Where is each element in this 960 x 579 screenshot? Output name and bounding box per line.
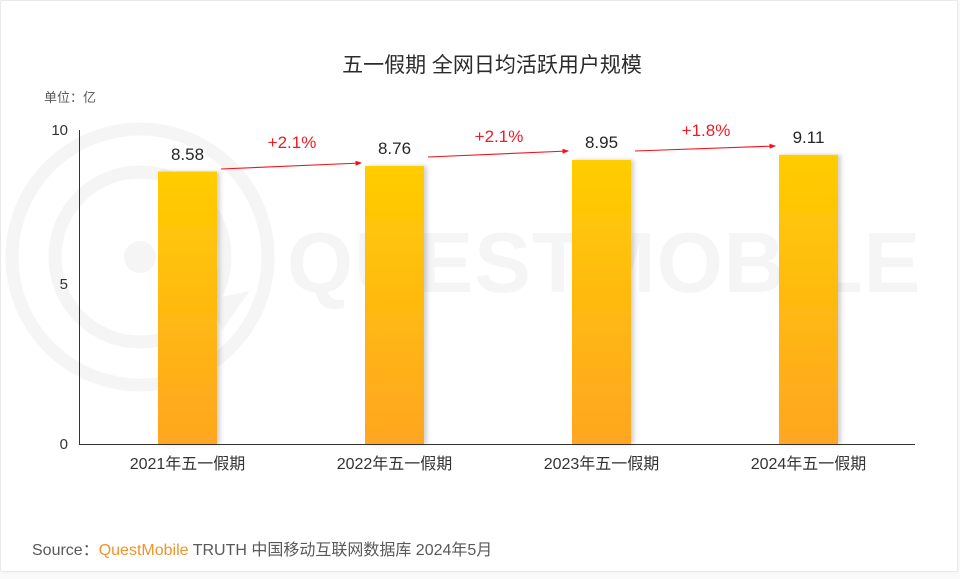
- svg-text:8.76: 8.76: [378, 139, 411, 158]
- svg-text:+1.8%: +1.8%: [682, 121, 731, 140]
- svg-text:8.95: 8.95: [585, 133, 618, 152]
- svg-text:+2.1%: +2.1%: [268, 133, 317, 152]
- svg-text:8.58: 8.58: [171, 145, 204, 164]
- svg-text:9.11: 9.11: [793, 128, 825, 147]
- svg-text:0: 0: [60, 436, 68, 453]
- svg-text:+2.1%: +2.1%: [475, 127, 524, 146]
- svg-text:2023年五一假期: 2023年五一假期: [544, 455, 660, 473]
- svg-text:2021年五一假期: 2021年五一假期: [130, 455, 246, 473]
- svg-text:2022年五一假期: 2022年五一假期: [337, 455, 453, 473]
- svg-text:Source：QuestMobile TRUTH 中国移动互: Source：QuestMobile TRUTH 中国移动互联网数据库 2024…: [32, 541, 492, 559]
- svg-text:10: 10: [51, 122, 68, 139]
- svg-text:2024年五一假期: 2024年五一假期: [751, 455, 867, 473]
- svg-text:5: 5: [60, 276, 68, 293]
